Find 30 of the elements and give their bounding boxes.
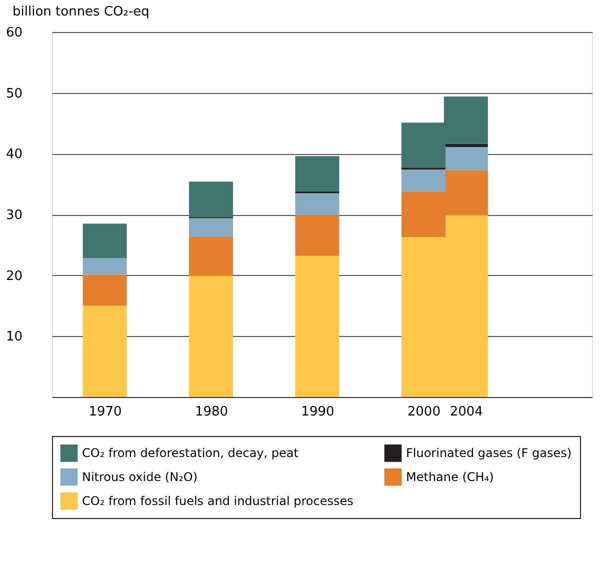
legend-label: Methane (CH₄) bbox=[406, 470, 494, 484]
bar bbox=[82, 274, 127, 306]
x-tick-label: 1990 bbox=[301, 404, 334, 420]
bar bbox=[82, 224, 127, 258]
y-axis-title: billion tonnes CO₂-eq bbox=[12, 4, 150, 20]
bar bbox=[189, 276, 234, 397]
y-tick-label: 10 bbox=[6, 330, 22, 345]
bar bbox=[189, 218, 234, 238]
y-tick-label: 40 bbox=[6, 147, 22, 162]
legend-label: CO₂ from fossil fuels and industrial processes bbox=[82, 494, 354, 508]
bar bbox=[189, 237, 234, 276]
legend-label: Nitrous oxide (N₂O) bbox=[82, 470, 198, 484]
y-tick-label: 20 bbox=[6, 268, 22, 284]
x-tick-label: 1980 bbox=[194, 404, 228, 420]
x-tick-label: 2004 bbox=[450, 404, 483, 420]
bar bbox=[189, 182, 234, 217]
bar bbox=[444, 144, 488, 147]
x-tick-label: 2000 bbox=[407, 404, 440, 420]
legend-label: Fluorinated gases (F gases) bbox=[406, 446, 572, 460]
bar bbox=[295, 193, 340, 216]
bar bbox=[82, 258, 127, 275]
x-tick-label: 1970 bbox=[88, 404, 122, 420]
legend-label: CO₂ from deforestation, decay, peat bbox=[82, 446, 299, 460]
y-tick-label: 50 bbox=[6, 86, 22, 102]
bar bbox=[295, 215, 340, 256]
y-tick-label: 60 bbox=[6, 26, 22, 40]
bar bbox=[295, 256, 340, 397]
bar bbox=[295, 156, 340, 192]
bar bbox=[82, 306, 127, 397]
y-tick-label: 30 bbox=[6, 208, 22, 223]
